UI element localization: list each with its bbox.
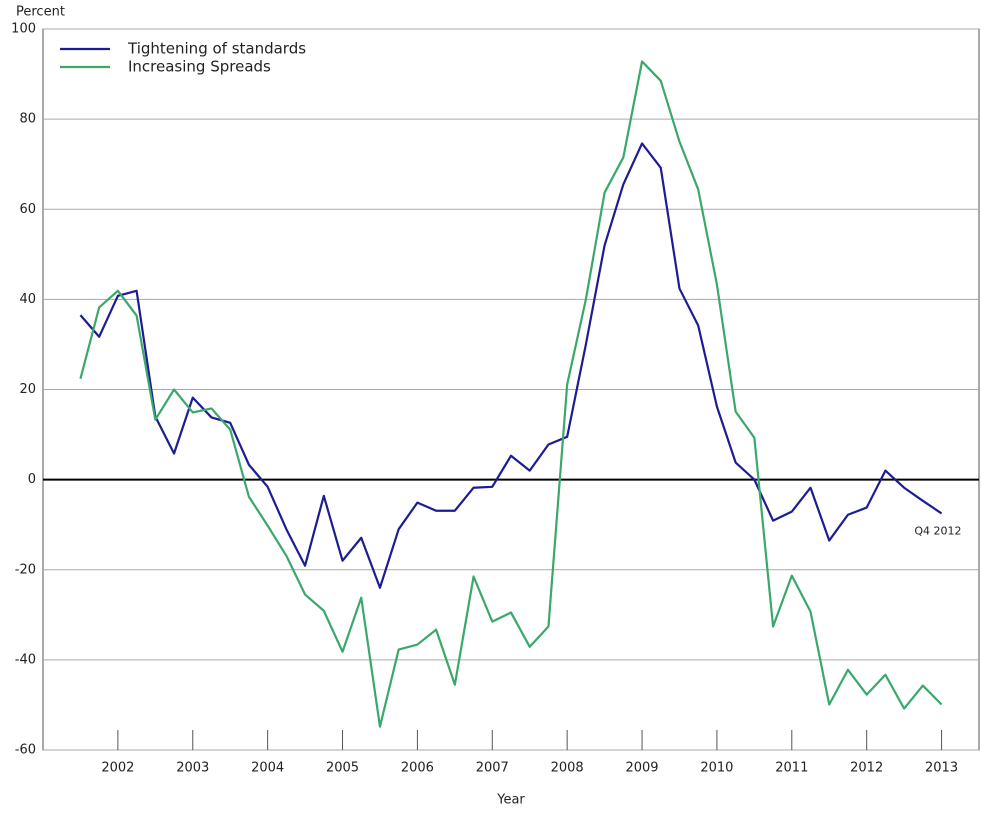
series-line xyxy=(79,142,943,589)
x-tick-label: 2003 xyxy=(176,761,209,776)
x-tick-label: 2002 xyxy=(101,761,134,776)
x-tick-label: 2011 xyxy=(775,761,808,776)
x-tick-label: 2008 xyxy=(551,761,584,776)
y-tick-label: -60 xyxy=(15,743,36,758)
x-tick-label: 2007 xyxy=(476,761,509,776)
x-tick-label: 2004 xyxy=(251,761,284,776)
annotation: Q4 2012 xyxy=(914,524,961,537)
x-tick-label: 2009 xyxy=(625,761,658,776)
x-tick-label: 2005 xyxy=(326,761,359,776)
x-tick-label: 2006 xyxy=(401,761,434,776)
y-tick-label: -20 xyxy=(15,562,36,577)
y-tick-label: 80 xyxy=(19,112,36,127)
y-axis-label: Percent xyxy=(16,5,65,20)
x-tick-label: 2010 xyxy=(700,761,733,776)
legend-label: Tightening of standards xyxy=(127,40,306,58)
y-tick-label: 0 xyxy=(28,472,36,487)
x-tick-label: 2012 xyxy=(850,761,883,776)
y-tick-label: 100 xyxy=(11,22,36,37)
x-axis-label: Year xyxy=(496,793,525,808)
series-line xyxy=(79,60,943,728)
y-tick-label: 60 xyxy=(19,202,36,217)
y-tick-label: -40 xyxy=(15,652,36,667)
legend-label: Increasing Spreads xyxy=(128,58,271,76)
y-tick-label: 20 xyxy=(19,382,36,397)
x-tick-label: 2013 xyxy=(925,761,958,776)
y-tick-label: 40 xyxy=(19,292,36,307)
